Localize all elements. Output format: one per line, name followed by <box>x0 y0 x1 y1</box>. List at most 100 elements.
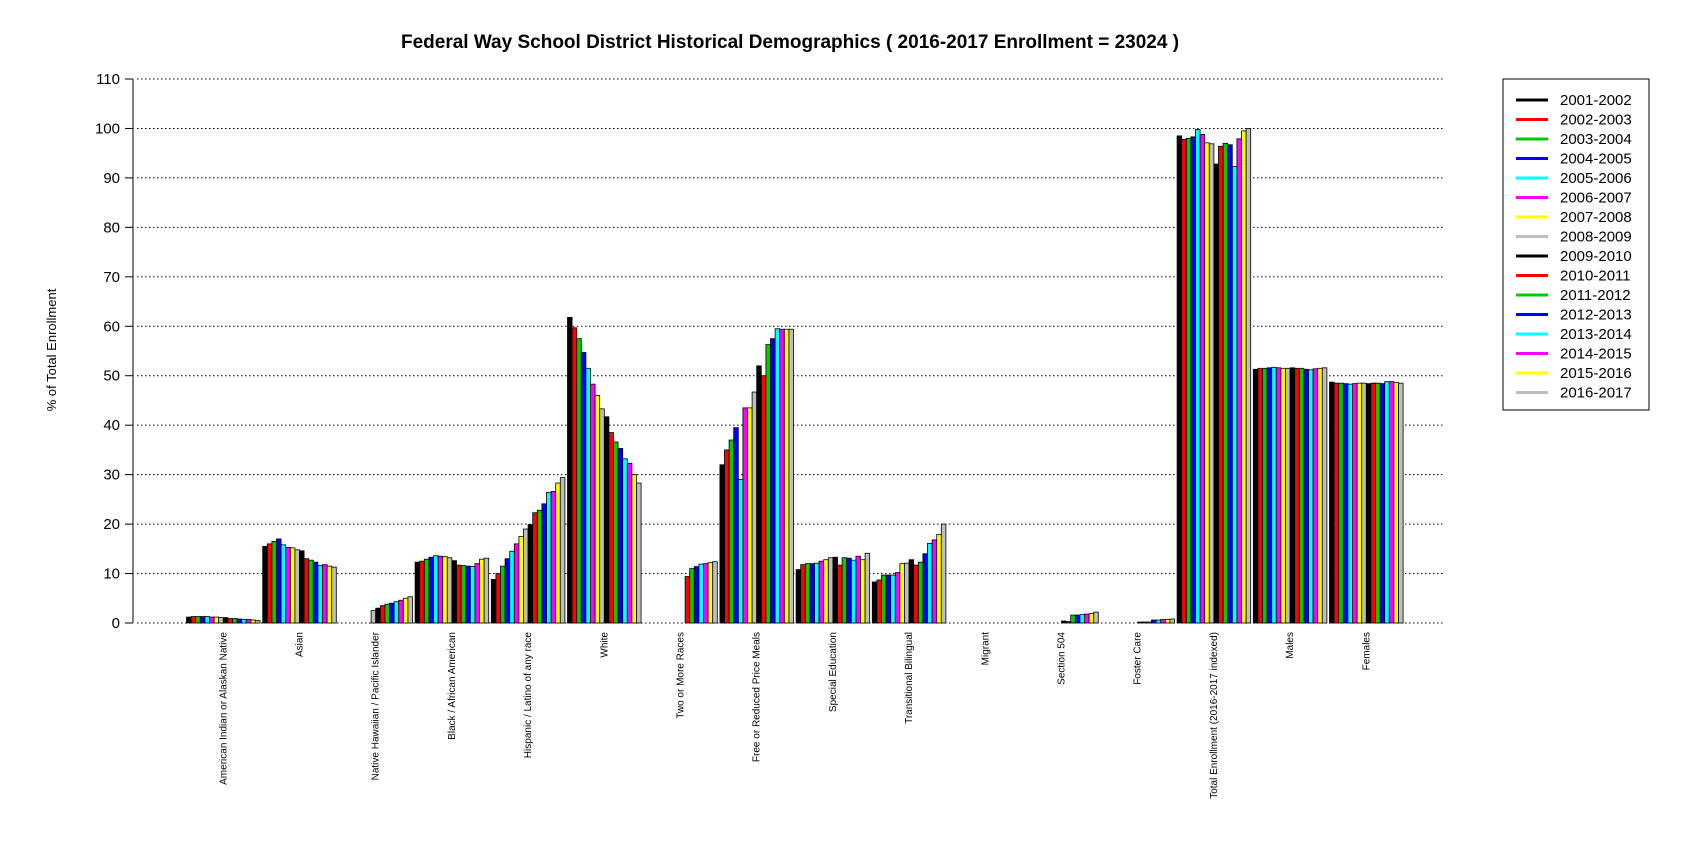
chart-title: Federal Way School District Historical D… <box>401 32 1179 53</box>
bar-15-12 <box>1384 381 1390 624</box>
bar-4-6 <box>518 536 524 624</box>
x-tick-label: American Indian or Alaskan Native <box>218 632 229 785</box>
bar-5-15 <box>636 482 642 624</box>
bar-1-7 <box>294 549 300 624</box>
bar-0-8 <box>222 617 229 624</box>
x-tick-label: Total Enrollment (2016-2017 indexed) <box>1209 632 1220 799</box>
bar-0-9 <box>227 618 233 624</box>
bar-0-13 <box>245 619 252 624</box>
bar-3-8 <box>451 560 457 624</box>
bar-13-0 <box>1176 135 1183 624</box>
bar-4-4 <box>509 550 515 624</box>
bar-11-13 <box>1084 613 1090 624</box>
bar-8-11 <box>846 557 852 624</box>
bar-11-12 <box>1079 614 1085 624</box>
bar-15-15 <box>1398 382 1404 624</box>
x-tick-label: Females <box>1361 632 1372 670</box>
bar-3-10 <box>460 565 467 624</box>
bar-8-7 <box>827 557 834 624</box>
y-tick-label: 10 <box>103 566 120 583</box>
bar-11-15 <box>1093 611 1099 624</box>
bar-1-9 <box>303 558 310 624</box>
x-tick-label: Special Education <box>828 632 839 712</box>
bar-6-9 <box>684 576 691 624</box>
bar-3-12 <box>469 566 476 624</box>
bar-8-12 <box>850 559 857 624</box>
bar-9-5 <box>894 572 901 624</box>
bar-13-1 <box>1181 138 1187 624</box>
bar-6-10 <box>689 568 695 624</box>
bar-0-12 <box>241 619 247 624</box>
bar-3-6 <box>442 556 448 624</box>
bar-3-3 <box>428 556 434 624</box>
x-tick-label: White <box>599 632 610 658</box>
bar-9-9 <box>913 564 919 624</box>
legend-entry: 2015-2016 <box>1560 365 1632 382</box>
y-tick-label: 70 <box>103 269 120 286</box>
bar-11-11 <box>1074 614 1081 624</box>
bar-14-13 <box>1312 368 1319 624</box>
bar-0-0 <box>186 616 192 624</box>
x-tick-label: Foster Care <box>1133 632 1144 685</box>
bar-14-4 <box>1271 366 1277 624</box>
bar-5-8 <box>603 416 610 624</box>
bar-3-9 <box>456 564 462 624</box>
bar-0-6 <box>213 616 220 624</box>
bar-13-6 <box>1204 142 1210 624</box>
bar-14-15 <box>1321 367 1328 624</box>
bar-1-2 <box>271 541 277 624</box>
bar-4-12 <box>546 492 552 624</box>
bar-5-5 <box>590 383 596 624</box>
bar-13-9 <box>1218 145 1224 624</box>
bar-14-14 <box>1317 367 1323 624</box>
bar-3-5 <box>437 555 444 624</box>
y-tick-label: 40 <box>103 417 120 434</box>
legend-entry: 2009-2010 <box>1560 248 1632 265</box>
bar-5-1 <box>571 327 578 624</box>
bar-8-10 <box>841 557 848 624</box>
bar-2-14 <box>402 597 409 624</box>
bar-3-7 <box>446 557 453 624</box>
y-tick-label: 100 <box>95 120 120 137</box>
bar-5-6 <box>594 395 601 624</box>
legend-entry: 2002-2003 <box>1560 112 1632 129</box>
bar-4-9 <box>532 512 538 624</box>
y-tick-label: 90 <box>103 170 120 187</box>
bar-8-1 <box>800 564 806 624</box>
bar-5-10 <box>613 441 619 624</box>
y-tick-label: 20 <box>103 516 120 533</box>
bar-15-5 <box>1352 383 1358 624</box>
bar-9-10 <box>917 561 924 624</box>
bar-1-13 <box>322 564 328 624</box>
bar-0-5 <box>209 616 215 624</box>
bars <box>186 128 1404 624</box>
bar-12-11 <box>1151 619 1157 624</box>
bar-1-12 <box>317 565 323 624</box>
bar-12-15 <box>1169 618 1175 624</box>
y-tick-label: 80 <box>103 219 120 236</box>
bar-1-8 <box>299 550 305 624</box>
bar-9-2 <box>881 574 887 624</box>
bar-0-2 <box>195 616 201 624</box>
bar-6-12 <box>698 563 704 624</box>
bar-11-10 <box>1070 614 1076 624</box>
legend-entry: 2004-2005 <box>1560 151 1632 168</box>
y-tick-label: 50 <box>103 368 120 385</box>
legend-entry: 2014-2015 <box>1560 346 1632 363</box>
bar-4-5 <box>513 543 520 624</box>
bar-1-11 <box>312 561 319 624</box>
bar-5-13 <box>626 462 633 624</box>
bar-14-0 <box>1252 368 1259 624</box>
bar-0-10 <box>232 618 238 624</box>
bar-3-15 <box>483 557 490 624</box>
bar-14-9 <box>1294 367 1300 624</box>
bar-13-11 <box>1227 144 1233 624</box>
bar-2-13 <box>398 599 404 624</box>
bar-15-2 <box>1338 382 1344 624</box>
x-axis: American Indian or Alaskan Native Asian Na… <box>218 631 1372 798</box>
bar-2-8 <box>375 607 381 624</box>
bar-9-14 <box>936 534 942 624</box>
bar-0-1 <box>190 616 197 624</box>
bar-4-15 <box>559 477 566 624</box>
y-axis-label: % of Total Enrollment <box>44 288 59 411</box>
